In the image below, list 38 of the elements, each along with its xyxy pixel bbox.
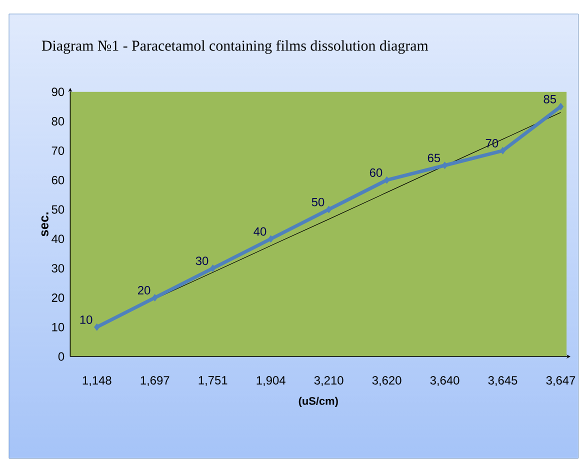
x-tick-label: 1,697 bbox=[140, 376, 170, 386]
chart-title: Diagram №1 - Paracetamol containing films dissolution diagram bbox=[42, 40, 428, 54]
y-tick-label: 10 bbox=[52, 323, 64, 332]
x-tick-label: 3,620 bbox=[372, 376, 402, 386]
point bbox=[210, 264, 216, 272]
point bbox=[268, 235, 274, 243]
x-tick-label: 1,751 bbox=[198, 376, 228, 386]
point bbox=[94, 324, 100, 332]
data-label: 30 bbox=[196, 256, 208, 266]
y-tick-label: 0 bbox=[58, 352, 64, 361]
x-tick-label: 3,640 bbox=[430, 376, 460, 386]
y-tick-label: 60 bbox=[52, 176, 64, 185]
y-tick-label: 70 bbox=[52, 146, 64, 156]
data-label: 65 bbox=[428, 154, 440, 162]
y-tick-label: 20 bbox=[52, 294, 64, 302]
y-tick-label: 40 bbox=[52, 234, 64, 244]
data-label: 40 bbox=[254, 227, 266, 236]
x-tick-label: 3,647 bbox=[546, 376, 576, 386]
point bbox=[500, 147, 506, 155]
y-tick-label: 30 bbox=[52, 264, 64, 273]
point bbox=[152, 294, 158, 302]
y-tick-label: 90 bbox=[52, 88, 64, 96]
y-tick-label: 80 bbox=[52, 117, 64, 126]
x-axis-title: (uS/cm) bbox=[298, 397, 338, 408]
point bbox=[384, 176, 390, 184]
point bbox=[326, 206, 332, 214]
data-label: 50 bbox=[312, 198, 324, 206]
x-tick-label: 3,210 bbox=[314, 376, 344, 386]
y-tick-label: 50 bbox=[52, 205, 64, 214]
x-tick-label: 1,904 bbox=[256, 376, 286, 386]
point bbox=[558, 103, 564, 111]
data-label: 60 bbox=[370, 168, 382, 178]
y-axis-title: sec. bbox=[41, 212, 48, 237]
x-tick-label: 1,148 bbox=[82, 376, 112, 386]
data-label: 20 bbox=[138, 286, 150, 295]
data-label: 85 bbox=[544, 95, 556, 104]
data-label: 10 bbox=[80, 316, 92, 324]
x-tick-label: 3,645 bbox=[488, 376, 518, 386]
